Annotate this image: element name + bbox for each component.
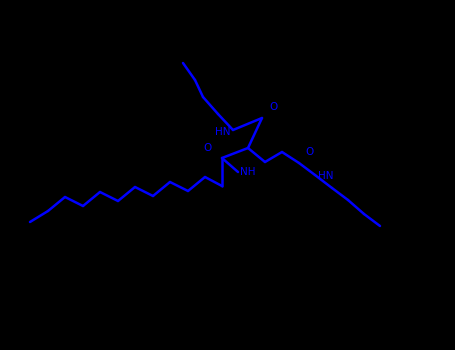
Text: O: O [204, 143, 212, 153]
Text: HN: HN [214, 127, 230, 137]
Text: NH: NH [240, 167, 256, 177]
Text: O: O [270, 102, 278, 112]
Text: O: O [306, 147, 314, 157]
Text: HN: HN [318, 171, 334, 181]
